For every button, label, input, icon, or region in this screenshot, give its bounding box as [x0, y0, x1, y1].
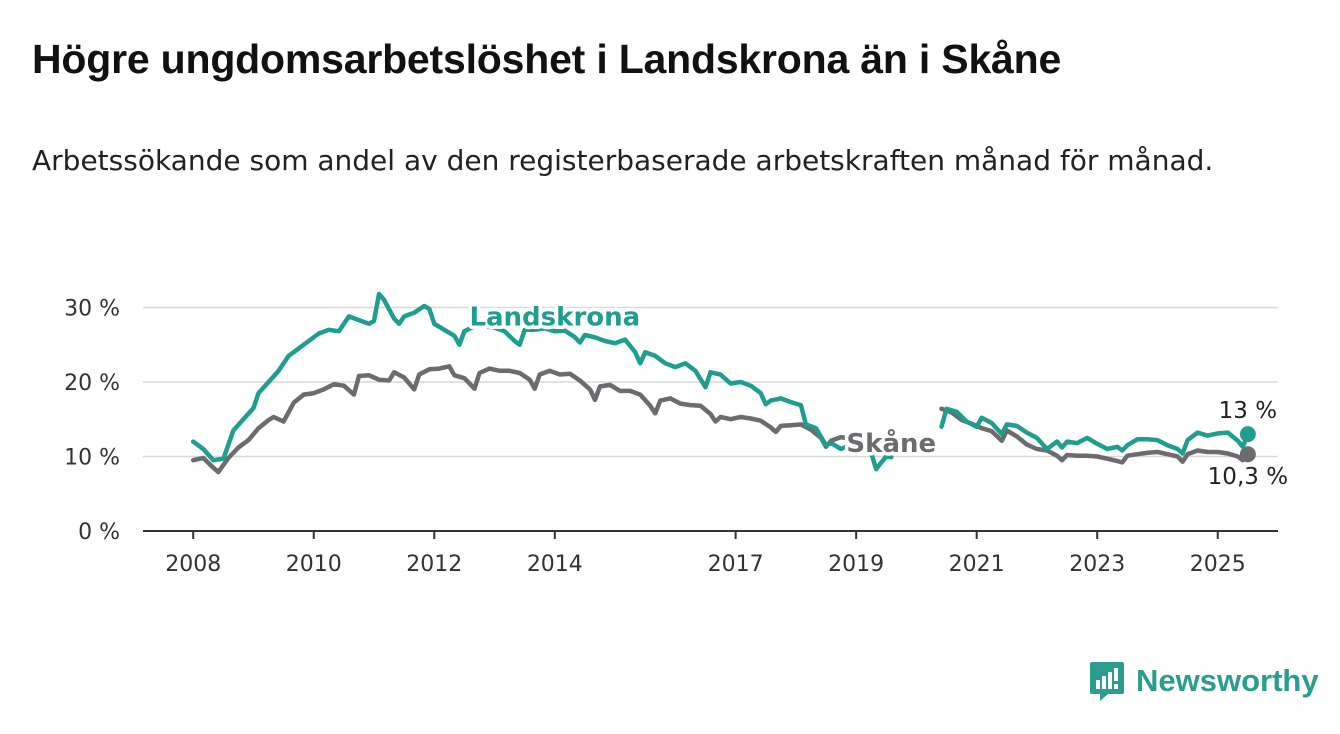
- x-tick-label: 2012: [406, 552, 462, 577]
- series-line-sk-ne: [190, 364, 1251, 475]
- y-tick-label: 10 %: [64, 445, 120, 470]
- gridlines: [143, 306, 1278, 458]
- series-lines: [190, 291, 1256, 475]
- x-tick-label: 2023: [1069, 552, 1125, 577]
- series-name-label-landskrona: Landskrona: [469, 302, 640, 332]
- chart-subtitle: Arbetssökande som andel av den registerb…: [32, 144, 1214, 177]
- series-end-point-landskrona: [1239, 426, 1256, 443]
- x-tick-label: 2019: [828, 552, 884, 577]
- y-tick-label: 30 %: [64, 296, 120, 321]
- newsworthy-logo: Newsworthy: [1088, 660, 1319, 702]
- x-tick-label: 2021: [949, 552, 1005, 577]
- y-tick-label: 20 %: [64, 371, 120, 396]
- x-tick-label: 2008: [165, 552, 221, 577]
- series-end-point-sk-ne: [1239, 446, 1256, 463]
- axes: 0 % 10 % 20 % 30 % 2008 2010 2012 2014 2017 2019 2…: [64, 296, 1278, 577]
- brand-name: Newsworthy: [1136, 663, 1319, 698]
- series-labels: Skåne Landskrona 10,3 % 13 %: [466, 299, 1288, 490]
- bar-chart-bubble-icon: [1090, 662, 1124, 701]
- series-name-label-sk-ne: Skåne: [846, 427, 936, 459]
- chart-title: Högre ungdomsarbetslöshet i Landskrona ä…: [32, 36, 1062, 82]
- x-tick-label: 2025: [1190, 552, 1246, 577]
- series-line-landskrona: [190, 291, 1251, 472]
- x-tick-label: 2014: [527, 552, 583, 577]
- end-value-label-landskrona: 13 %: [1219, 398, 1277, 424]
- x-tick-label: 2010: [286, 552, 342, 577]
- end-value-label-sk-ne: 10,3 %: [1208, 464, 1288, 490]
- y-tick-label: 0 %: [78, 520, 120, 545]
- x-tick-label: 2017: [708, 552, 764, 577]
